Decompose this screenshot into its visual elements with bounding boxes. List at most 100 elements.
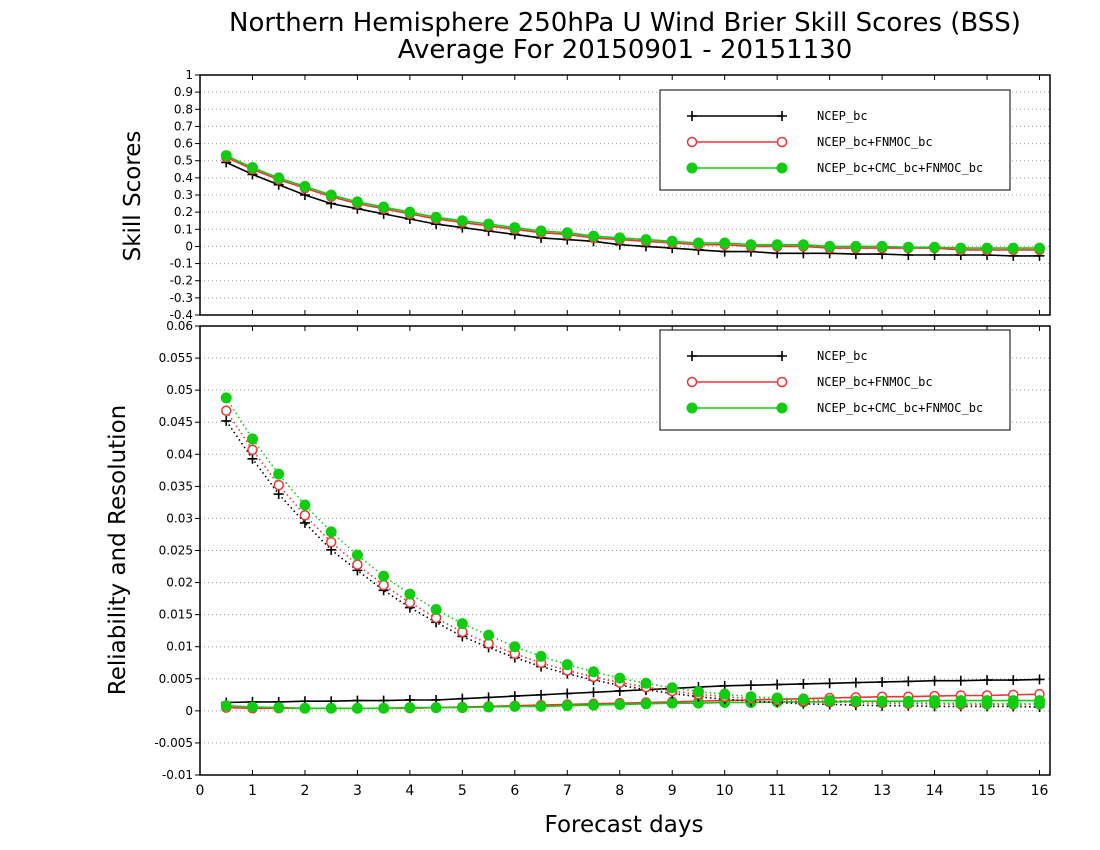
- legend-marker: [687, 111, 697, 121]
- bottom-ytick-label: 0: [185, 704, 193, 718]
- top-point-marker: [929, 241, 941, 253]
- bottom-point-marker: [902, 697, 914, 709]
- bottom-point-marker: [719, 688, 731, 700]
- top-point-marker: [483, 218, 495, 230]
- top-point-marker: [404, 206, 416, 218]
- bottom-point-marker: [955, 675, 966, 686]
- bottom-point-marker: [772, 679, 783, 690]
- x-axis-label: Forecast days: [545, 812, 704, 838]
- legend-label: NCEP_bc: [817, 349, 868, 363]
- top-point-marker: [1034, 242, 1046, 254]
- x-tick-label: 2: [300, 783, 309, 799]
- x-tick-label: 10: [716, 783, 734, 799]
- bottom-point-marker: [588, 687, 599, 698]
- bottom-point-marker: [299, 499, 311, 511]
- legend-marker: [687, 351, 697, 361]
- bottom-ylabel: Reliability and Resolution: [105, 405, 131, 695]
- bottom-point-marker: [1008, 675, 1019, 686]
- top-ylabel: Skill Scores: [120, 131, 146, 262]
- top-ytick-label: 0.3: [174, 188, 193, 202]
- bottom-point-marker: [220, 405, 232, 416]
- reliability-resolution-panel: 0.060.0550.050.0450.040.0350.030.0250.02…: [154, 319, 1051, 799]
- bottom-series-line: [226, 678, 1040, 704]
- bottom-point-marker: [247, 444, 258, 456]
- bottom-series-3: [221, 415, 1045, 713]
- bottom-point-marker: [824, 695, 836, 707]
- bottom-point-marker: [562, 688, 573, 699]
- bottom-point-marker: [666, 682, 678, 694]
- legend-label: NCEP_bc: [817, 109, 868, 123]
- legend-label: NCEP_bc+CMC_bc+FNMOC_bc: [817, 161, 983, 175]
- bottom-point-marker: [955, 697, 967, 709]
- bottom-point-marker: [929, 697, 941, 709]
- bottom-ytick-label: 0.04: [166, 447, 193, 461]
- bottom-point-marker: [299, 509, 311, 521]
- bottom-ytick-label: 0.06: [166, 319, 193, 333]
- bottom-ytick-label: 0.045: [159, 415, 193, 429]
- x-tick-label: 15: [978, 783, 996, 799]
- top-ytick-label: 0.2: [174, 205, 193, 219]
- bottom-point-marker: [929, 675, 940, 686]
- bottom-point-marker: [798, 678, 809, 689]
- bottom-legend: NCEP_bc NCEP_bc+FNMOC_bc NCEP_bc+CMC_bc+FN…: [659, 329, 1011, 431]
- legend-marker: [776, 136, 788, 148]
- bottom-point-marker: [745, 691, 757, 703]
- bottom-point-marker: [220, 700, 232, 712]
- top-ytick-label: -0.3: [170, 291, 193, 305]
- top-point-marker: [824, 240, 836, 252]
- bottom-point-marker: [246, 433, 258, 445]
- top-point-marker: [797, 239, 809, 251]
- bottom-point-marker: [876, 696, 888, 708]
- bottom-point-marker: [692, 686, 704, 698]
- x-tick-label: 9: [668, 783, 677, 799]
- top-point-marker: [876, 240, 888, 252]
- top-ytick-label: -0.4: [170, 308, 193, 322]
- x-tick-label: 14: [926, 783, 944, 799]
- bottom-point-marker: [588, 666, 600, 678]
- bottom-series-0: [221, 674, 1045, 708]
- bottom-point-marker: [378, 702, 390, 714]
- bottom-point-marker: [850, 695, 862, 707]
- bottom-point-marker: [850, 677, 861, 688]
- top-point-marker: [588, 230, 600, 242]
- bottom-point-marker: [273, 702, 285, 714]
- top-ytick-label: 0: [185, 239, 193, 253]
- top-ytick-label: 0.6: [174, 137, 193, 151]
- bottom-point-marker: [535, 650, 547, 662]
- top-point-marker: [850, 240, 862, 252]
- legend-marker: [686, 402, 698, 414]
- bottom-series-line: [225, 420, 1040, 708]
- bottom-point-marker: [404, 588, 416, 600]
- legend-label: NCEP_bc+FNMOC_bc: [817, 375, 933, 389]
- chart-title-line2: Average For 20150901 - 20151130: [398, 35, 853, 65]
- top-point-marker: [1007, 242, 1019, 254]
- top-ytick-label: -0.2: [170, 274, 193, 288]
- bottom-ytick-label: -0.005: [154, 736, 193, 750]
- top-point-marker: [745, 239, 757, 251]
- top-ytick-label: -0.1: [170, 257, 193, 271]
- skill-scores-panel: 1 0.9 0.8 0.7 0.6 0.5 0.4 0.3 0.2 0.1 0 -0.1 -0.2 -0.…: [170, 68, 1051, 322]
- bottom-point-marker: [483, 701, 495, 713]
- top-point-marker: [325, 189, 337, 201]
- bottom-frame: [199, 325, 1051, 776]
- top-point-marker: [719, 237, 731, 249]
- bottom-ytick-label: 0.055: [159, 351, 193, 365]
- top-point-marker: [614, 232, 626, 244]
- bottom-point-marker: [404, 702, 416, 714]
- x-tick-label: 1: [248, 783, 257, 799]
- bottom-point-marker: [220, 392, 232, 404]
- top-point-marker: [246, 162, 258, 174]
- bottom-point-marker: [273, 468, 285, 480]
- bottom-point-marker: [509, 691, 520, 702]
- bottom-point-marker: [1007, 698, 1019, 710]
- top-ytick-label: 0.4: [174, 171, 193, 185]
- bottom-ytick-label: 0.035: [159, 479, 193, 493]
- bottom-point-marker: [246, 701, 258, 713]
- bottom-point-marker: [824, 678, 835, 689]
- bottom-point-marker: [247, 453, 258, 464]
- bottom-point-marker: [588, 699, 600, 711]
- x-tick-label: 11: [768, 783, 786, 799]
- x-tick-label: 3: [353, 783, 362, 799]
- x-tick-label: 4: [405, 783, 414, 799]
